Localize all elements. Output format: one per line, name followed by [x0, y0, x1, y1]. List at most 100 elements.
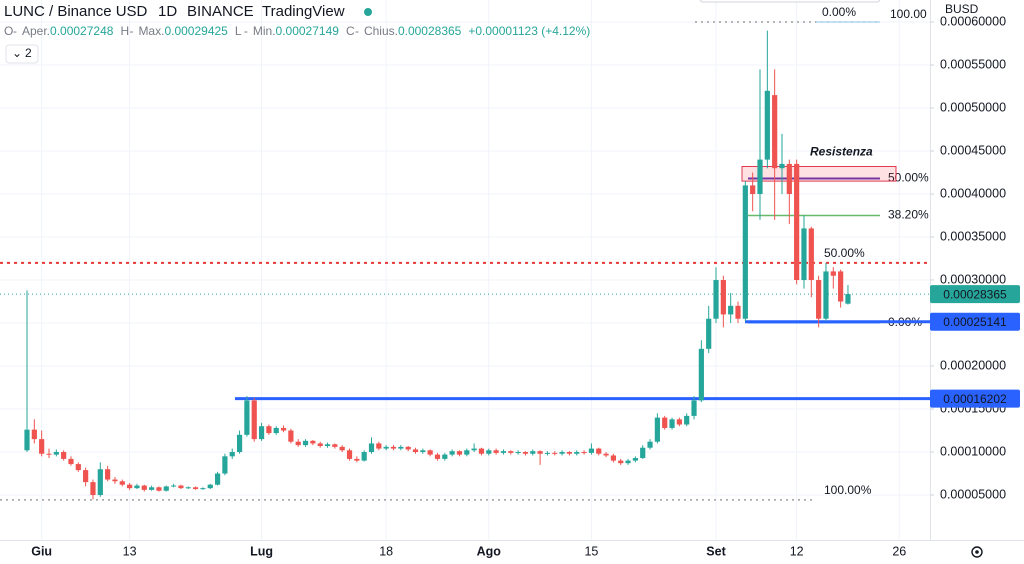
candle-body [163, 486, 169, 491]
x-tick-label: 12 [790, 544, 804, 558]
candle-body [332, 444, 338, 447]
y-tick-label: 0.00060000 [940, 14, 1006, 28]
y-tick-label: 0.00040000 [940, 186, 1006, 200]
candle-body [390, 446, 397, 449]
candle-body [141, 485, 147, 490]
y-tick-label: 0.00055000 [940, 57, 1006, 71]
ohlc-label: Min. [253, 24, 276, 38]
candle-body [537, 451, 543, 454]
candle-body [706, 318, 712, 349]
currency: BUSD [945, 2, 979, 16]
candle-body [764, 90, 770, 160]
ohlc-key: H [120, 24, 129, 38]
y-tick-label: 0.00045000 [940, 143, 1006, 157]
candle-body [75, 464, 81, 471]
annotation: Resistenza [810, 145, 873, 159]
candle-body [830, 271, 836, 276]
candle-body [361, 452, 367, 461]
plot: 0.00%100.00%50.00%50.00%38.20%0.00%100.0… [0, 5, 930, 501]
candle-body [816, 280, 822, 319]
candle-body [794, 163, 800, 281]
chevron: ⌄ [12, 46, 22, 60]
ohlc-label: Max. [138, 24, 164, 38]
settings-button[interactable] [971, 546, 983, 558]
x-tick-label: 15 [584, 544, 598, 558]
candle-body [640, 447, 646, 459]
candle-body [317, 443, 323, 447]
candle-body [185, 487, 191, 489]
ohlc-value: 0.00028365 [398, 24, 462, 38]
price-badge [930, 389, 1020, 408]
candle-body [302, 440, 309, 446]
candle-body [149, 487, 155, 490]
candle-body [398, 446, 404, 449]
candle-body [838, 271, 844, 302]
candle-body [552, 452, 558, 454]
candle-body [288, 430, 294, 442]
candle-body [772, 95, 778, 169]
candle-body [46, 453, 52, 455]
status-dot [364, 8, 372, 16]
candle-body [581, 452, 587, 454]
ohlc-sep: - [244, 24, 248, 38]
candle-body [779, 163, 785, 169]
candle-body [200, 488, 206, 490]
indicators-toggle[interactable] [5, 44, 39, 64]
candle-body [823, 271, 829, 319]
y-tick-label: 0.00020000 [940, 358, 1006, 372]
candle-body [207, 484, 213, 489]
ohlc-key: L [235, 24, 242, 38]
candle-body [603, 453, 609, 456]
candle-body [508, 451, 514, 453]
candle-body [376, 443, 382, 449]
candle-body [229, 452, 235, 457]
candle-body [647, 441, 653, 448]
candle-body [720, 280, 726, 315]
candle-body [676, 419, 682, 425]
ohlc-value: 0.00027149 [276, 24, 340, 38]
candle-body [500, 451, 507, 453]
gear-icon [975, 550, 979, 554]
x-tick-label: 26 [892, 544, 906, 558]
candle-body [412, 449, 419, 453]
candle-body [251, 400, 257, 440]
y-tick-label: 0.00050000 [940, 100, 1006, 114]
candle-body [625, 460, 631, 464]
y-tick-label: 0.00035000 [940, 229, 1006, 243]
candle-body [339, 446, 345, 451]
candle-body [669, 419, 675, 428]
candle-body [574, 452, 580, 454]
candle-body [713, 280, 719, 319]
ohlc-value: 0.00027248 [50, 24, 114, 38]
candle-body [442, 454, 448, 459]
candle-body [324, 444, 331, 447]
candle-body [83, 470, 89, 483]
candle-body [618, 460, 624, 464]
candle-body [383, 446, 389, 449]
candle-body [31, 429, 37, 440]
symbol: LUNC / Binance USD [4, 3, 148, 20]
y-tick-label: 0.00030000 [940, 272, 1006, 286]
fib-label: 50.00% [824, 246, 865, 260]
candle-body [471, 448, 477, 451]
resistance-zone [741, 165, 897, 182]
candle-body [68, 458, 74, 465]
candle-body [127, 484, 133, 489]
candle-body [742, 185, 748, 319]
candle-body [464, 450, 470, 455]
candle-body [105, 469, 111, 480]
candle-body [427, 450, 433, 455]
candle-body [97, 469, 103, 496]
ohlc-sep: - [355, 24, 359, 38]
candle-body [728, 305, 734, 315]
candle-body [456, 451, 463, 455]
candle-body [757, 159, 763, 195]
candle-body [346, 450, 353, 459]
candle-body [610, 455, 616, 461]
candle-body [368, 443, 375, 453]
price-badge-label: 0.00025141 [943, 315, 1007, 329]
ohlc-key: C [346, 24, 355, 38]
ohlc-value: 0.00029425 [164, 24, 228, 38]
price-badge-label: 0.00028365 [943, 287, 1007, 301]
